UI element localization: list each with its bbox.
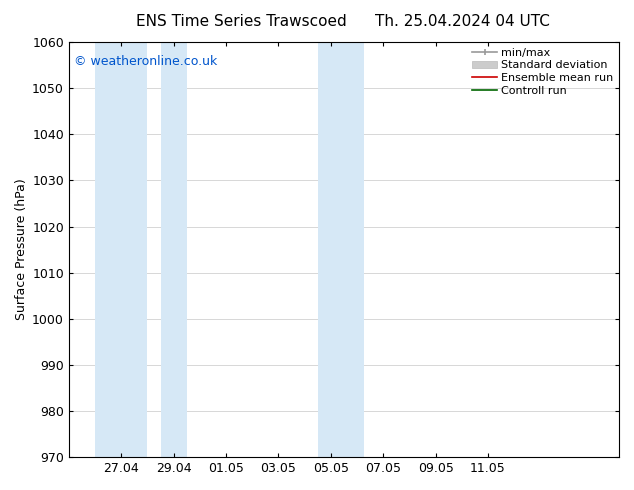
Text: ENS Time Series Trawscoed: ENS Time Series Trawscoed bbox=[136, 14, 346, 29]
Y-axis label: Surface Pressure (hPa): Surface Pressure (hPa) bbox=[15, 179, 28, 320]
Text: Th. 25.04.2024 04 UTC: Th. 25.04.2024 04 UTC bbox=[375, 14, 550, 29]
Bar bbox=[95, 42, 148, 457]
Bar bbox=[318, 42, 344, 457]
Bar bbox=[160, 42, 187, 457]
Legend: min/max, Standard deviation, Ensemble mean run, Controll run: min/max, Standard deviation, Ensemble me… bbox=[472, 48, 614, 96]
Bar bbox=[344, 42, 363, 457]
Text: © weatheronline.co.uk: © weatheronline.co.uk bbox=[74, 54, 217, 68]
